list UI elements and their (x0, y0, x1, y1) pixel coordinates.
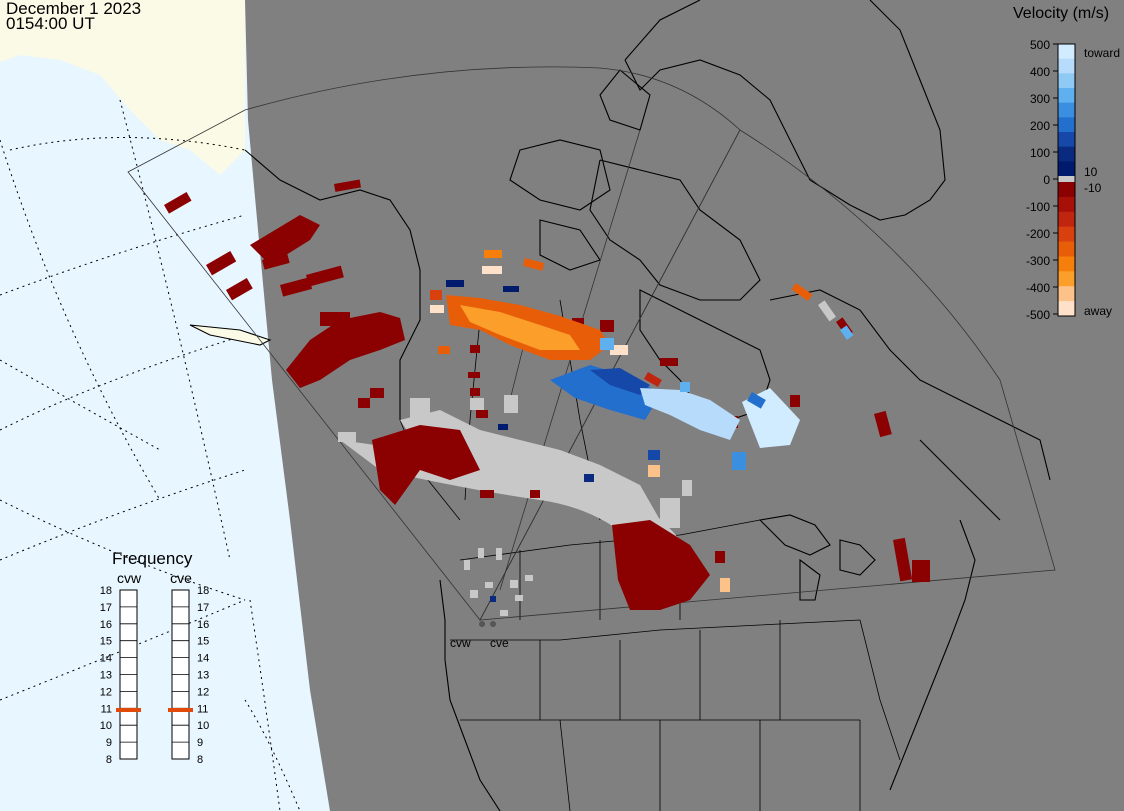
velocity-tick-label: 200 (1030, 119, 1050, 133)
velocity-legend-title: Velocity (m/s) (1013, 5, 1110, 22)
frequency-scale-label: 18 (197, 585, 209, 597)
frequency-scale-label: 8 (106, 754, 112, 766)
station-label-cvw: cvw (450, 636, 471, 650)
velocity-tick-label: 400 (1030, 65, 1050, 79)
frequency-scale-label: 16 (197, 619, 209, 631)
velocity-legend-frame (1057, 43, 1076, 317)
frequency-scale-label: 15 (197, 636, 209, 648)
velocity-color-swatch (1058, 102, 1075, 118)
velocity-tick-label: -10 (1084, 181, 1102, 195)
near-radar-cells (464, 548, 533, 616)
velocity-color-swatch (1058, 182, 1075, 198)
velocity-tick-label: -300 (1026, 254, 1050, 268)
radar-field-of-view (127, 66, 1056, 621)
velocity-color-swatch (1058, 271, 1075, 287)
velocity-away-label: away (1084, 304, 1112, 318)
frequency-radar-label-cvw: cvw (117, 570, 142, 586)
timestamp-block: December 1 2023 0154:00 UT (6, 0, 142, 33)
frequency-scale-label: 13 (197, 670, 209, 682)
arctic-landmass (0, 0, 245, 175)
velocity-tick-label: 10 (1084, 165, 1098, 179)
frequency-scale-label: 11 (101, 703, 112, 715)
velocity-color-swatch (1058, 73, 1075, 89)
velocity-color-swatch (1058, 88, 1075, 104)
frequency-marker-cvw (116, 707, 141, 712)
velocity-toward-echoes (446, 280, 854, 602)
velocity-tick-label: -500 (1026, 308, 1050, 322)
velocity-tick-label: 0 (1043, 173, 1050, 187)
station-marker-cve (490, 621, 496, 627)
velocity-color-swatch (1058, 117, 1075, 133)
velocity-color-swatch (1058, 256, 1075, 272)
frequency-panel-title: Frequency (112, 549, 193, 568)
frequency-scale-label: 8 (197, 754, 203, 766)
velocity-color-swatch (1058, 241, 1075, 257)
frequency-scale-label: 18 (100, 585, 112, 597)
frequency-scale-label: 13 (100, 670, 112, 682)
frequency-scale-label: 15 (100, 636, 112, 648)
velocity-tick-label: 500 (1030, 38, 1050, 52)
frequency-scale-label: 10 (100, 720, 112, 732)
frequency-scale-label: 11 (197, 703, 208, 715)
velocity-color-swatch (1058, 44, 1075, 60)
frequency-scale-label: 14 (197, 653, 209, 665)
frequency-scale-label: 12 (197, 686, 209, 698)
frequency-scale-label: 9 (197, 737, 203, 749)
velocity-tick-label: -100 (1026, 200, 1050, 214)
time-label: 0154:00 UT (6, 14, 95, 33)
frequency-scale-label: 14 (100, 653, 112, 665)
frequency-scale-label: 17 (100, 602, 112, 614)
velocity-tick-label: 100 (1030, 146, 1050, 160)
velocity-toward-label: toward (1084, 46, 1120, 60)
date-label: December 1 2023 (6, 0, 142, 18)
frequency-panel: cvw cve 18 18 17 17 16 16 15 15 14 14 13 13 12 12 11 11 10… (100, 570, 210, 766)
frequency-scale-label: 16 (100, 619, 112, 631)
velocity-color-swatch (1058, 146, 1075, 162)
velocity-color-swatch (1058, 211, 1075, 228)
station-label-cve: cve (490, 636, 509, 650)
velocity-color-swatch (1058, 176, 1075, 182)
station-marker-cvw (479, 621, 485, 627)
frequency-radar-label-cve: cve (170, 570, 192, 586)
velocity-tick-label: -200 (1026, 227, 1050, 241)
graticule (0, 99, 301, 811)
velocity-color-swatch (1058, 58, 1075, 74)
velocity-color-swatch (1058, 301, 1075, 317)
velocity-color-swatch (1058, 226, 1075, 243)
frequency-marker-cve (168, 707, 193, 712)
frequency-scale-label: 17 (197, 602, 209, 614)
frequency-scale-label: 12 (100, 686, 112, 698)
velocity-tick-label: 300 (1030, 92, 1050, 106)
velocity-tick-label: -400 (1026, 281, 1050, 295)
coastlines (189, 0, 1051, 811)
velocity-color-swatch (1058, 286, 1075, 302)
frequency-scale-label: 10 (197, 720, 209, 732)
velocity-color-swatch (1058, 161, 1075, 177)
frequency-scale-label: 9 (106, 737, 112, 749)
velocity-legend: 500 400 300 200 100 0 -100 -200 -300 -400 -500 10 -1… (1026, 38, 1120, 322)
velocity-orange-echoes (430, 250, 813, 592)
velocity-color-swatch (1058, 196, 1075, 213)
velocity-color-swatch (1058, 132, 1075, 148)
